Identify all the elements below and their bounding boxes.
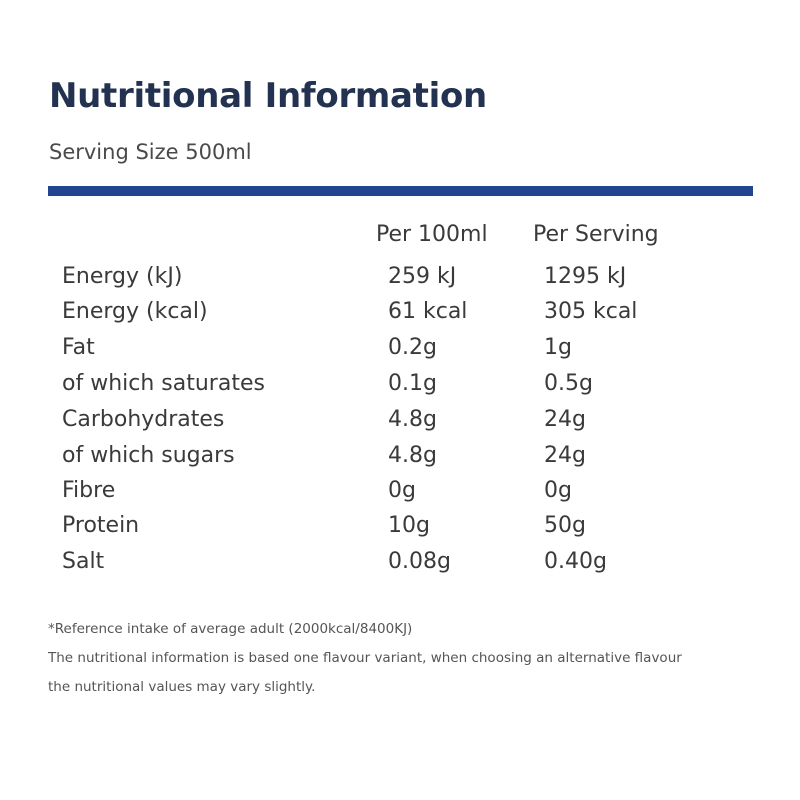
per-100ml-value: 0g	[388, 478, 416, 503]
per-serving-value: 24g	[544, 443, 586, 468]
nutrient-label: Energy (kJ)	[62, 264, 183, 289]
disclaimer-line-2: the nutritional values may vary slightly…	[48, 679, 316, 695]
per-serving-value: 24g	[544, 407, 586, 432]
per-100ml-value: 4.8g	[388, 407, 437, 432]
nutrient-label: of which sugars	[62, 443, 235, 468]
per-100ml-value: 10g	[388, 513, 430, 538]
per-serving-value: 50g	[544, 513, 586, 538]
serving-size: Serving Size 500ml	[49, 140, 252, 164]
nutrient-label: Carbohydrates	[62, 407, 225, 432]
per-100ml-value: 259 kJ	[388, 264, 457, 289]
table-row: Salt 0.08g 0.40g	[0, 549, 800, 585]
divider-rule	[48, 186, 753, 196]
disclaimer-line-1: The nutritional information is based one…	[48, 650, 682, 666]
column-header-per-serving: Per Serving	[533, 222, 659, 247]
per-serving-value: 0.40g	[544, 549, 607, 574]
per-serving-value: 1295 kJ	[544, 264, 627, 289]
nutrient-label: of which saturates	[62, 371, 265, 396]
page-title: Nutritional Information	[49, 76, 487, 116]
nutrient-label: Protein	[62, 513, 140, 538]
per-serving-value: 305 kcal	[544, 299, 638, 324]
nutrient-label: Fat	[62, 335, 95, 360]
table-row: Carbohydrates 4.8g 24g	[0, 407, 800, 443]
nutrient-label: Salt	[62, 549, 105, 574]
nutrient-label: Energy (kcal)	[62, 299, 208, 324]
per-100ml-value: 61 kcal	[388, 299, 468, 324]
per-100ml-value: 0.1g	[388, 371, 437, 396]
per-serving-value: 1g	[544, 335, 572, 360]
per-100ml-value: 0.2g	[388, 335, 437, 360]
column-header-per-100ml: Per 100ml	[376, 222, 488, 247]
per-100ml-value: 4.8g	[388, 443, 437, 468]
table-row: Energy (kcal) 61 kcal 305 kcal	[0, 299, 800, 335]
table-row: Fibre 0g 0g	[0, 478, 800, 514]
table-row: Energy (kJ) 259 kJ 1295 kJ	[0, 264, 800, 300]
table-row: Fat 0.2g 1g	[0, 335, 800, 371]
nutrient-label: Fibre	[62, 478, 116, 503]
table-row: of which saturates 0.1g 0.5g	[0, 371, 800, 407]
table-row: Protein 10g 50g	[0, 513, 800, 549]
footnotes: *Reference intake of average adult (2000…	[48, 615, 768, 702]
per-100ml-value: 0.08g	[388, 549, 451, 574]
table-row: of which sugars 4.8g 24g	[0, 443, 800, 479]
reference-intake-note: *Reference intake of average adult (2000…	[48, 621, 413, 637]
per-serving-value: 0.5g	[544, 371, 593, 396]
per-serving-value: 0g	[544, 478, 572, 503]
